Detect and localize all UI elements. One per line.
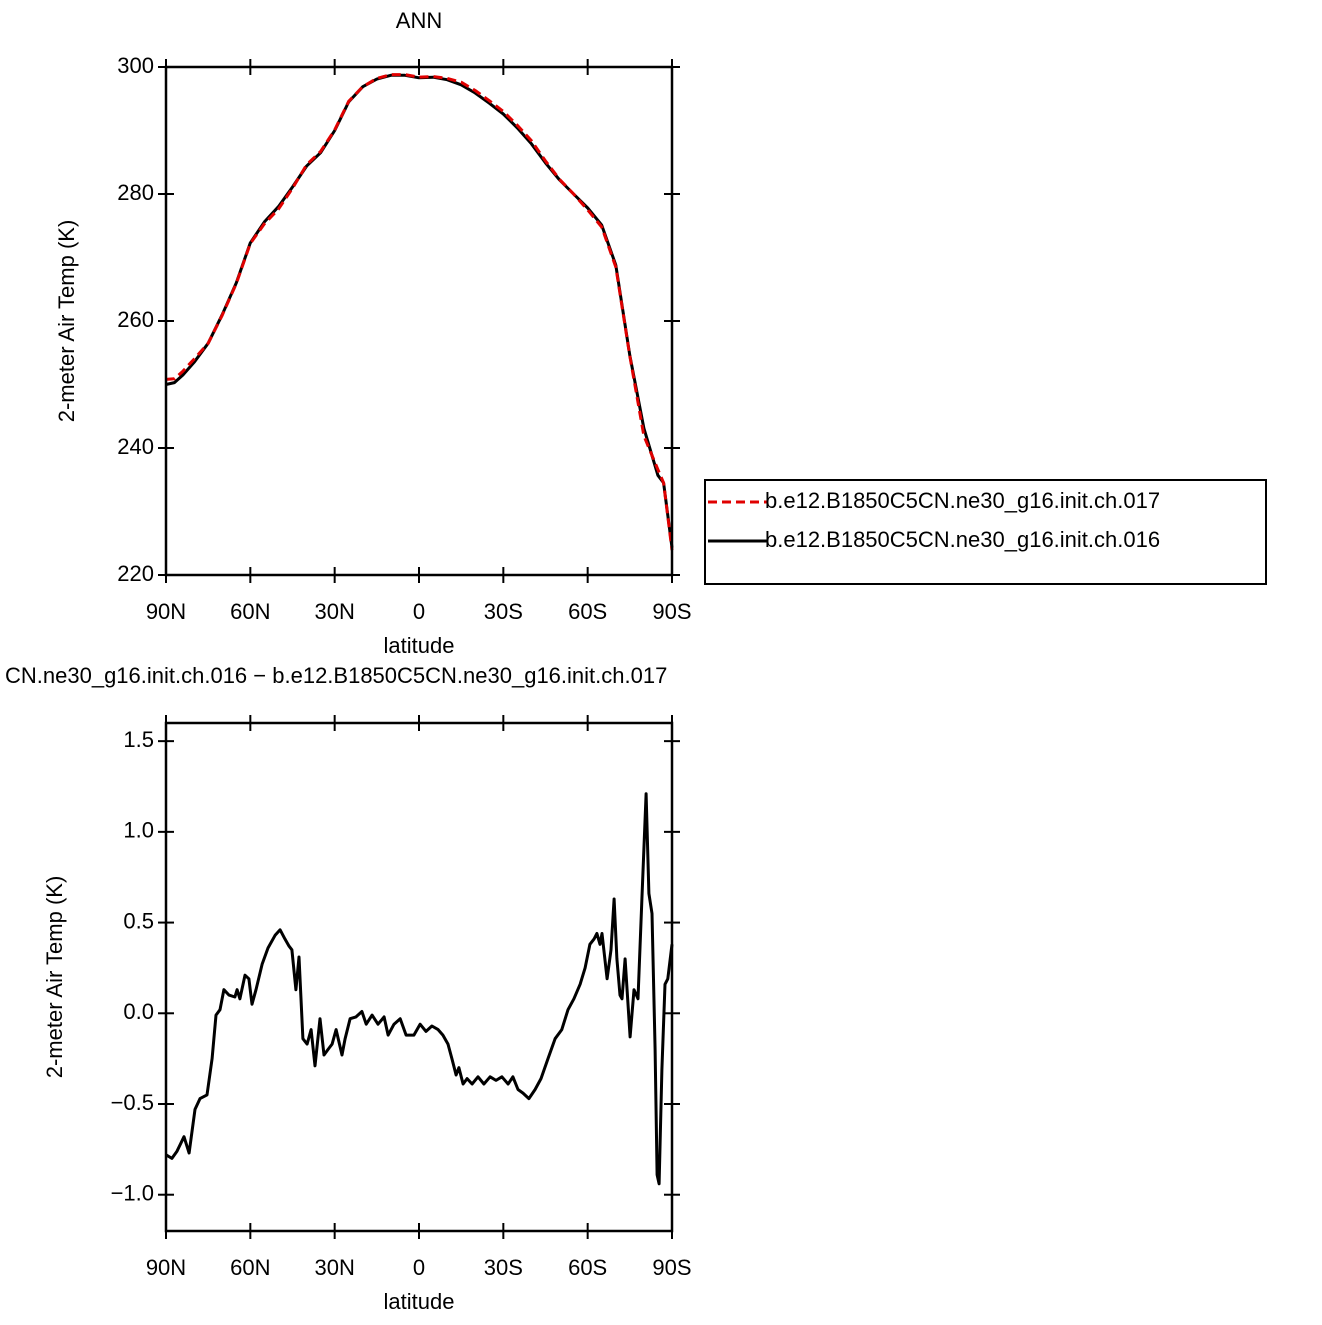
chart-title: CN.ne30_g16.init.ch.016 − b.e12.B1850C5C… — [5, 663, 667, 688]
x-tick-label: 30N — [314, 599, 354, 624]
plot-frame — [164, 721, 674, 1233]
legend-label: b.e12.B1850C5CN.ne30_g16.init.ch.017 — [765, 488, 1160, 513]
y-tick-label: 1.0 — [123, 818, 154, 843]
y-tick-label: 240 — [117, 434, 154, 459]
y-tick-label: 280 — [117, 180, 154, 205]
y-axis-label: 2-meter Air Temp (K) — [42, 876, 67, 1079]
y-tick-label: 300 — [117, 53, 154, 78]
x-tick-label: 60N — [230, 599, 270, 624]
series-line — [165, 73, 674, 551]
y-tick-label: −0.5 — [111, 1090, 154, 1115]
y-tick-label: 0.0 — [123, 999, 154, 1024]
x-tick-label: 30N — [314, 1255, 354, 1280]
x-tick-label: 90N — [146, 1255, 186, 1280]
x-tick-label: 0 — [413, 599, 425, 624]
series-line — [165, 73, 674, 548]
y-tick-label: 220 — [117, 561, 154, 586]
chart-title: ANN — [396, 8, 442, 33]
y-tick-label: −1.0 — [111, 1181, 154, 1206]
series-line — [165, 792, 674, 1186]
x-tick-label: 30S — [484, 599, 523, 624]
x-tick-label: 30S — [484, 1255, 523, 1280]
y-tick-label: 0.5 — [123, 908, 154, 933]
x-tick-label: 60N — [230, 1255, 270, 1280]
x-axis-label: latitude — [384, 1289, 455, 1314]
x-axis-label: latitude — [384, 633, 455, 658]
x-tick-label: 90S — [652, 1255, 691, 1280]
legend-label: b.e12.B1850C5CN.ne30_g16.init.ch.016 — [765, 527, 1160, 552]
y-axis-label: 2-meter Air Temp (K) — [54, 220, 79, 423]
y-tick-label: 1.5 — [123, 727, 154, 752]
x-tick-label: 90N — [146, 599, 186, 624]
y-tick-label: 260 — [117, 307, 154, 332]
x-tick-label: 90S — [652, 599, 691, 624]
legend-box — [704, 479, 1267, 585]
x-tick-label: 60S — [568, 599, 607, 624]
plot-frame — [164, 65, 674, 577]
x-tick-label: 0 — [413, 1255, 425, 1280]
x-tick-label: 60S — [568, 1255, 607, 1280]
